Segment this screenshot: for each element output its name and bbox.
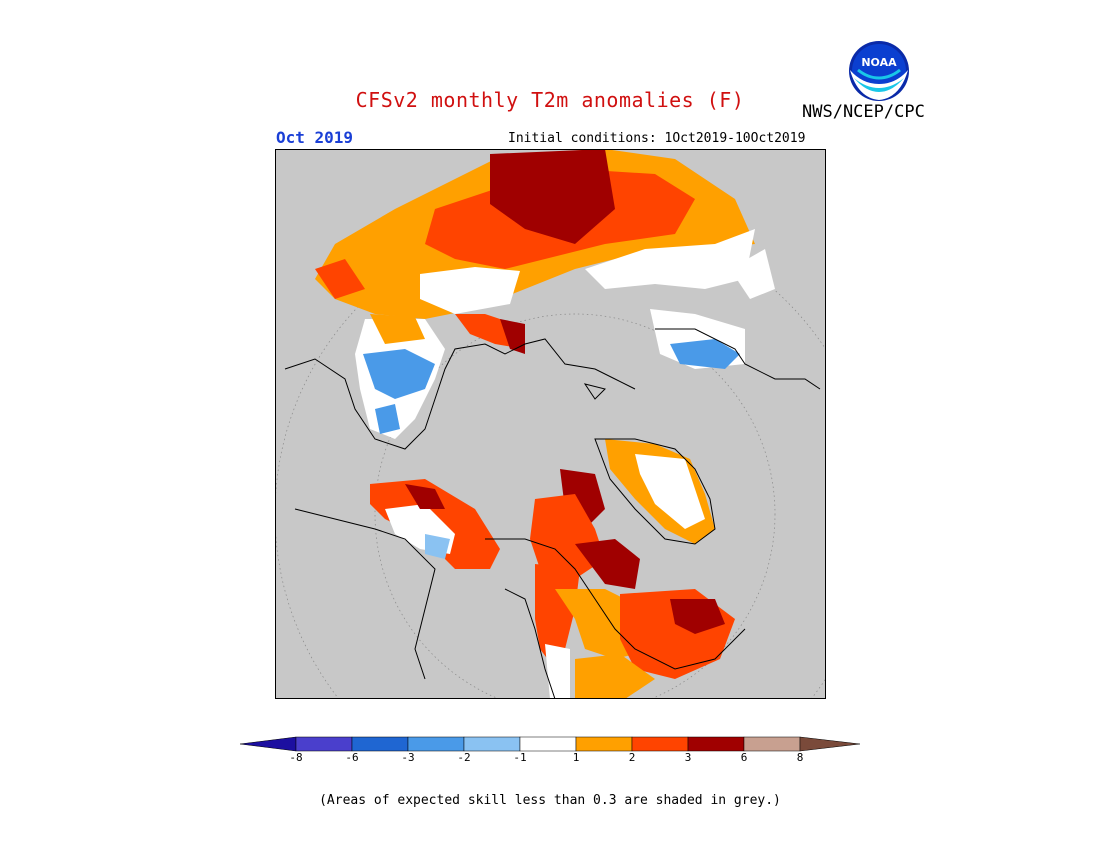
forecast-period: Oct 2019 bbox=[276, 128, 354, 147]
legend-arrow-right bbox=[799, 736, 861, 752]
europe-anomalies bbox=[355, 314, 445, 439]
legend-tick-label: -3 bbox=[401, 751, 415, 764]
legend-swatch-1 bbox=[295, 736, 353, 752]
agency-label: NWS/NCEP/CPC bbox=[802, 102, 925, 122]
noaa-logo-text: NOAA bbox=[861, 56, 897, 69]
greenland-anomalies bbox=[605, 439, 715, 544]
legend-tick-label: -8 bbox=[289, 751, 303, 764]
legend-tick-label: 8 bbox=[796, 751, 804, 764]
color-legend-bar bbox=[239, 736, 861, 752]
initial-conditions: Initial conditions: 1Oct2019-10Oct2019 bbox=[508, 131, 806, 146]
legend-tick-label: 6 bbox=[740, 751, 748, 764]
legend-swatch-3 bbox=[407, 736, 465, 752]
east-asia-anomalies bbox=[650, 249, 775, 369]
legend-swatch-4 bbox=[463, 736, 521, 752]
chart-title: CFSv2 monthly T2m anomalies (F) bbox=[355, 88, 745, 112]
legend-swatch-9 bbox=[743, 736, 801, 752]
north-america-anomalies bbox=[530, 469, 735, 699]
legend-swatch-5 bbox=[519, 736, 577, 752]
latitude-circle-inner bbox=[374, 313, 776, 699]
legend-swatch-8 bbox=[687, 736, 745, 752]
legend-swatch-7 bbox=[631, 736, 689, 752]
eurasia-anomalies bbox=[315, 149, 755, 354]
legend-tick-label: 1 bbox=[572, 751, 580, 764]
legend-swatch-6 bbox=[575, 736, 633, 752]
legend-tick-label: -2 bbox=[457, 751, 471, 764]
legend-tick-label: 3 bbox=[684, 751, 692, 764]
skill-note: (Areas of expected skill less than 0.3 a… bbox=[319, 793, 781, 808]
legend-swatch-2 bbox=[351, 736, 409, 752]
legend-arrow-left bbox=[239, 736, 297, 752]
legend-tick-label: -1 bbox=[513, 751, 527, 764]
alaska-anomalies bbox=[370, 479, 500, 569]
legend-tick-label: 2 bbox=[628, 751, 636, 764]
polar-anomaly-map bbox=[275, 149, 826, 699]
legend-tick-label: -6 bbox=[345, 751, 359, 764]
noaa-logo: NOAA bbox=[849, 41, 909, 101]
coastlines bbox=[284, 328, 821, 699]
